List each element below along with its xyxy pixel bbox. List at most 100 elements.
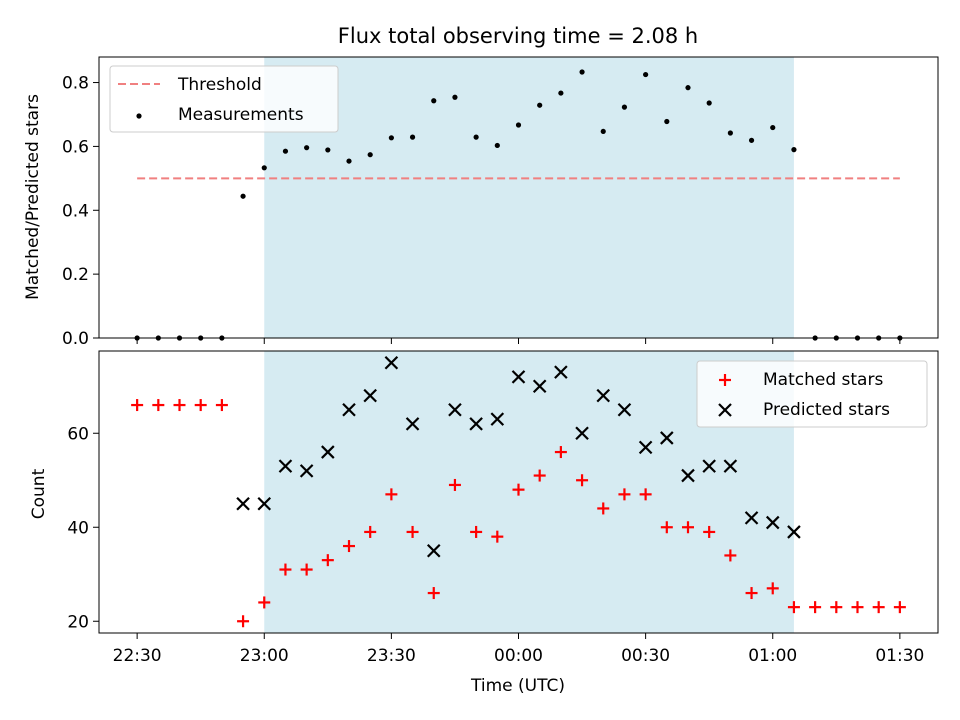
measurement-point <box>367 152 373 158</box>
predicted-stars-point <box>490 412 505 426</box>
matched-stars-point <box>745 587 758 600</box>
predicted-legend-label: Predicted stars <box>763 400 890 420</box>
top-x-axis-ticks <box>136 338 901 344</box>
matched-stars-point <box>872 601 885 614</box>
predicted-stars-point <box>384 355 399 370</box>
matched-stars-point <box>491 530 504 543</box>
measurement-point <box>558 90 564 96</box>
top-legend: Threshold Measurements <box>109 65 339 133</box>
threshold-legend-label: Threshold <box>177 75 262 95</box>
matched-stars-point <box>576 474 589 487</box>
predicted-stars-point <box>554 365 568 379</box>
bottom-x-axis-ticks: 22:30 23:00 23:30 00:00 00:30 01:00 01:30 <box>113 633 924 666</box>
matched-stars-point <box>787 601 800 614</box>
predicted-stars-point <box>299 464 314 478</box>
matched-stars-point <box>194 399 207 412</box>
matched-stars-point <box>321 554 334 567</box>
measurement-point <box>643 71 649 78</box>
bottom-legend: Matched stars Predicted stars <box>696 360 928 428</box>
matched-stars-point <box>724 549 737 562</box>
x-tick-label: 22:30 <box>113 646 162 666</box>
y-tick-label: 0.8 <box>62 74 89 94</box>
predicted-stars-point <box>723 459 738 473</box>
predicted-stars-point <box>469 417 483 431</box>
x-tick-label: 00:00 <box>494 646 543 666</box>
bottom-plot-marks <box>131 355 906 628</box>
predicted-stars-point <box>660 431 674 445</box>
measurement-point <box>240 193 246 199</box>
measurement-point <box>515 122 522 128</box>
bottom-panel: 20 40 60 22:30 23:00 23:30 00:00 00:30 01:00 01:… <box>29 350 939 696</box>
measurement-point <box>388 135 394 141</box>
top-plot-marks <box>134 69 903 341</box>
bottom-y-axis-ticks: 20 40 60 <box>67 424 99 632</box>
measurement-point <box>431 98 437 104</box>
measurement-point <box>494 142 500 149</box>
predicted-stars-point <box>278 459 293 473</box>
measurement-point <box>685 85 691 91</box>
matched-stars-point <box>809 601 822 614</box>
measurement-point <box>261 165 267 171</box>
measurement-point <box>791 147 797 153</box>
matched-stars-point <box>279 563 292 576</box>
predicted-stars-point <box>744 511 759 525</box>
top-legend-box <box>109 65 339 133</box>
measurement-point <box>304 145 310 151</box>
predicted-stars-point <box>321 445 335 459</box>
matched-stars-point <box>703 525 716 538</box>
matched-stars-point <box>258 596 271 609</box>
matched-stars-point <box>851 601 864 614</box>
matched-stars-point <box>364 525 377 538</box>
measurement-point <box>706 100 712 106</box>
matched-stars-point <box>618 488 631 501</box>
predicted-stars-point <box>405 417 420 431</box>
matched-stars-point <box>173 399 186 412</box>
predicted-stars-point <box>596 388 611 403</box>
top-y-axis-label: Matched/Predicted stars <box>23 94 43 300</box>
predicted-stars-point <box>617 402 632 417</box>
bottom-legend-box <box>696 360 928 428</box>
matched-stars-point <box>830 601 843 614</box>
x-tick-label: 01:30 <box>875 646 924 666</box>
predicted-stars-point <box>681 468 695 483</box>
measurement-point <box>473 134 479 140</box>
predicted-stars-point <box>638 440 653 455</box>
y-tick-label: 0.4 <box>62 201 89 221</box>
matched-stars-point <box>893 601 906 614</box>
measurement-point <box>600 128 606 135</box>
predicted-stars-point <box>236 496 250 511</box>
matched-stars-point <box>554 446 567 459</box>
measurement-point <box>664 118 670 125</box>
y-tick-label: 20 <box>67 612 89 632</box>
x-tick-label: 00:30 <box>621 646 670 666</box>
matched-stars-point <box>343 540 356 553</box>
measurements-legend-marker <box>136 113 142 119</box>
matched-stars-point <box>533 469 546 482</box>
matched-stars-point <box>512 483 525 496</box>
matched-stars-point <box>639 488 652 501</box>
matched-stars-point <box>766 582 779 595</box>
measurement-point <box>748 137 755 143</box>
measurement-point <box>727 130 733 136</box>
measurement-point <box>325 147 331 153</box>
chart-title: Flux total observing time = 2.08 h <box>338 24 698 48</box>
x-tick-label: 23:00 <box>240 646 289 666</box>
matched-stars-point <box>237 615 250 628</box>
predicted-stars-point <box>511 370 526 384</box>
matched-stars-point <box>660 521 673 534</box>
y-tick-label: 0.0 <box>62 329 89 349</box>
matched-legend-label: Matched stars <box>763 370 883 390</box>
matched-stars-point <box>406 525 419 538</box>
measurement-point <box>621 104 628 110</box>
measurement-point <box>579 69 585 75</box>
top-y-axis-ticks: 0.0 0.2 0.4 0.6 0.8 <box>62 74 99 349</box>
matched-stars-point <box>597 502 610 515</box>
observing-interval-shade <box>264 57 794 338</box>
matched-stars-point <box>300 563 313 576</box>
x-tick-label: 23:30 <box>367 646 416 666</box>
predicted-stars-point <box>575 426 589 441</box>
measurement-point <box>537 102 543 108</box>
measurement-point <box>452 94 458 100</box>
x-axis-label: Time (UTC) <box>470 676 565 696</box>
x-tick-label: 01:00 <box>748 646 797 666</box>
